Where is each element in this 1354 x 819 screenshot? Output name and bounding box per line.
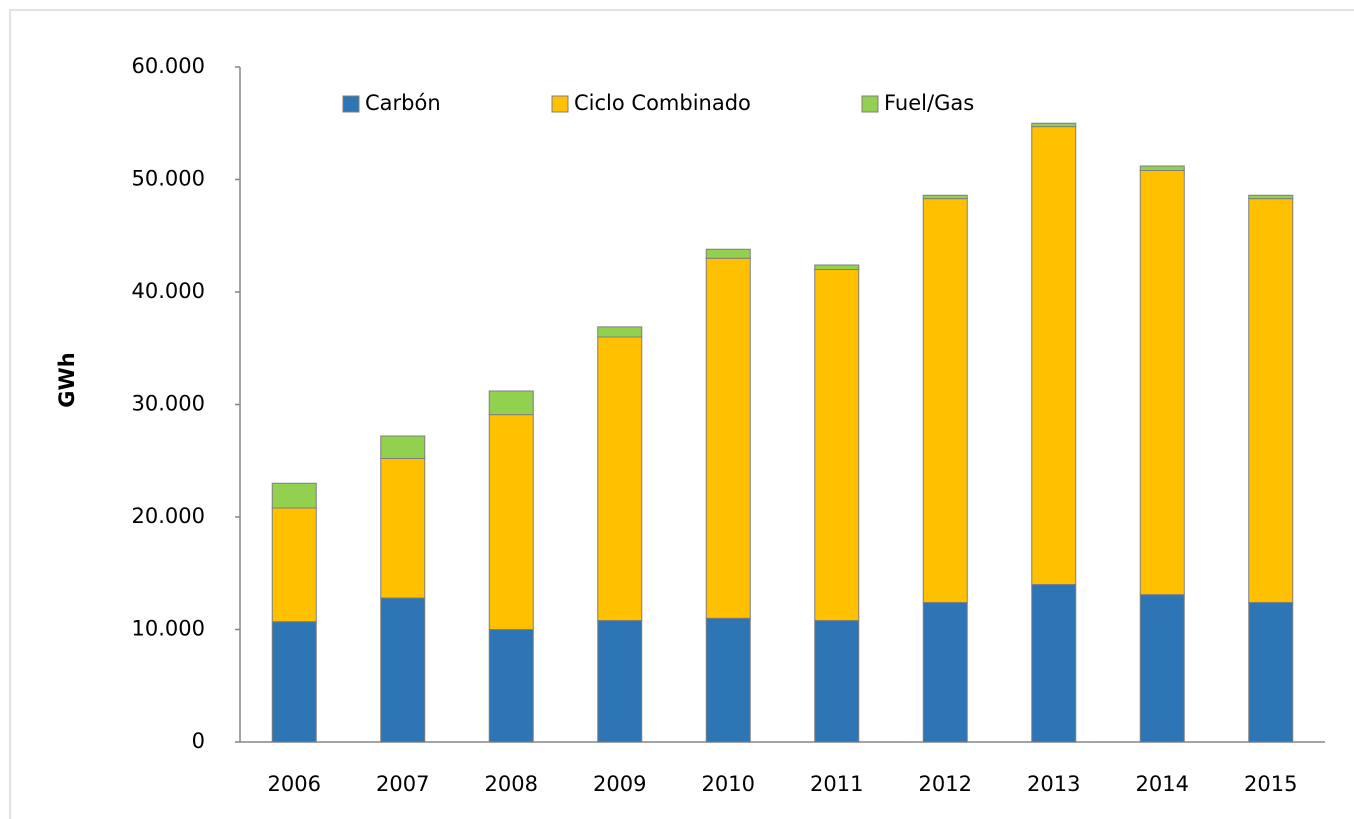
y-tick-label: 10.000 bbox=[132, 617, 205, 641]
x-tick-label: 2007 bbox=[376, 772, 429, 796]
x-tick-label: 2010 bbox=[702, 772, 755, 796]
bar-segment bbox=[1031, 126, 1077, 585]
bar-segment bbox=[271, 507, 317, 623]
bar-segment bbox=[488, 629, 534, 743]
bar-segment bbox=[814, 264, 860, 270]
y-tick-label: 40.000 bbox=[132, 279, 205, 303]
bar-segment bbox=[597, 336, 643, 621]
legend-label: Fuel/Gas bbox=[884, 91, 974, 115]
chart-border bbox=[9, 9, 1354, 819]
x-tick-label: 2008 bbox=[485, 772, 538, 796]
bar-segment bbox=[488, 414, 534, 630]
bar-segment bbox=[1031, 122, 1077, 128]
bar-segment bbox=[1139, 170, 1185, 596]
legend-label: Ciclo Combinado bbox=[574, 91, 751, 115]
bar-segment bbox=[1031, 584, 1077, 743]
x-tick-label: 2011 bbox=[810, 772, 863, 796]
x-tick-label: 2014 bbox=[1136, 772, 1189, 796]
y-tick-label: 0 bbox=[192, 729, 205, 753]
bar-segment bbox=[380, 435, 426, 459]
bar-segment bbox=[597, 620, 643, 743]
x-tick-label: 2006 bbox=[268, 772, 321, 796]
x-tick-label: 2009 bbox=[593, 772, 646, 796]
bar-segment bbox=[1248, 198, 1294, 603]
x-tick-label: 2013 bbox=[1027, 772, 1080, 796]
bar-segment bbox=[705, 248, 751, 259]
bar-segment bbox=[1139, 594, 1185, 743]
y-tick-label: 30.000 bbox=[132, 392, 205, 416]
legend-swatch bbox=[551, 95, 569, 113]
bar-segment bbox=[380, 458, 426, 599]
legend-swatch bbox=[861, 95, 879, 113]
bar-segment bbox=[380, 597, 426, 743]
bar-segment bbox=[922, 602, 968, 743]
bar-segment bbox=[1248, 194, 1294, 200]
legend-swatch bbox=[342, 95, 360, 113]
bar-segment bbox=[1248, 602, 1294, 743]
x-tick-label: 2012 bbox=[919, 772, 972, 796]
bar-segment bbox=[705, 617, 751, 743]
bar-segment bbox=[597, 326, 643, 338]
bar-segment bbox=[922, 194, 968, 200]
y-tick-label: 20.000 bbox=[132, 504, 205, 528]
y-tick-label: 60.000 bbox=[132, 54, 205, 78]
bar-segment bbox=[271, 621, 317, 743]
y-tick-label: 50.000 bbox=[132, 167, 205, 191]
bar-segment bbox=[1139, 165, 1185, 171]
y-axis-label: GWh bbox=[55, 352, 79, 407]
bar-segment bbox=[705, 257, 751, 619]
x-tick-label: 2015 bbox=[1244, 772, 1297, 796]
legend-label: Carbón bbox=[365, 91, 441, 115]
bar-segment bbox=[488, 390, 534, 416]
bar-segment bbox=[814, 269, 860, 621]
bar-segment bbox=[814, 620, 860, 743]
bar-segment bbox=[922, 198, 968, 603]
bar-segment bbox=[271, 482, 317, 509]
